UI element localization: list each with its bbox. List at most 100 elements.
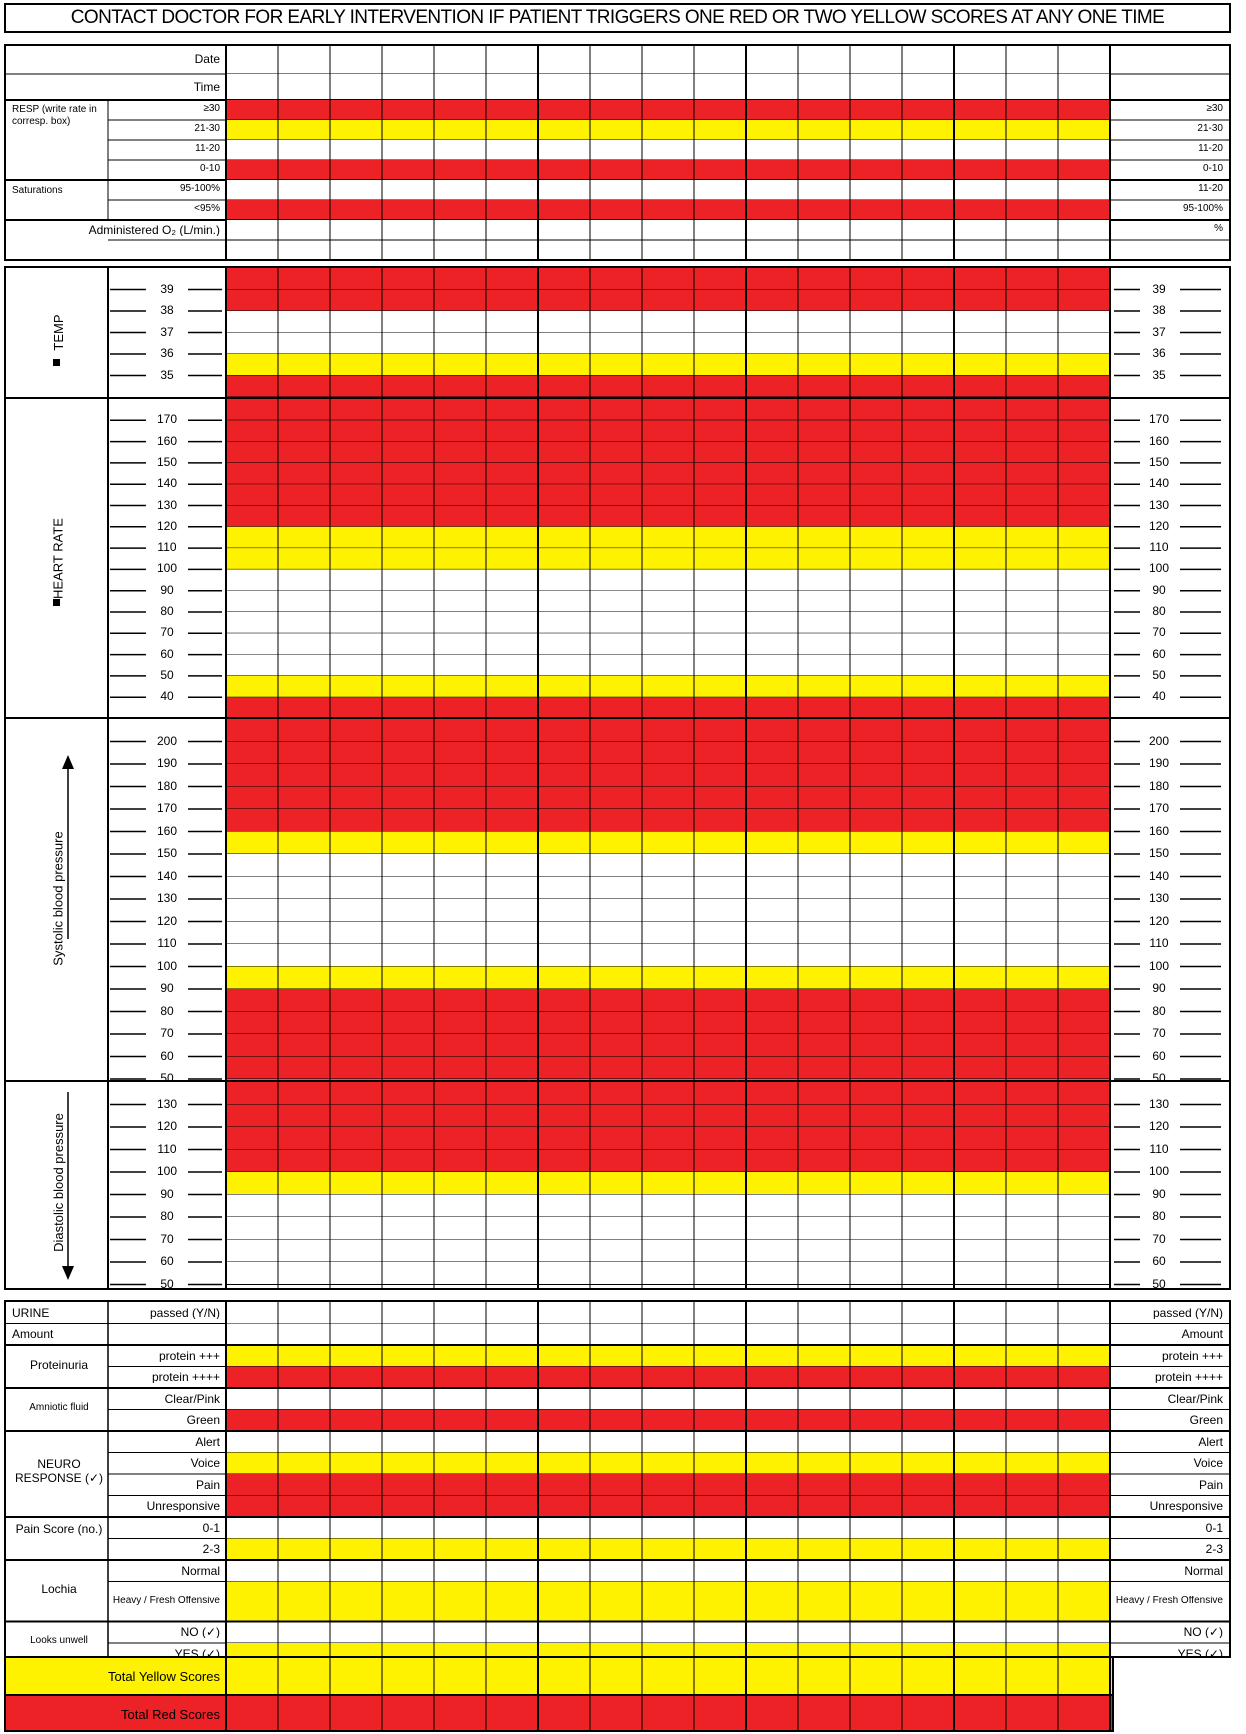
data-entry-cell[interactable]	[694, 311, 746, 333]
data-entry-cell[interactable]	[278, 1105, 330, 1128]
data-entry-cell[interactable]	[954, 1560, 1006, 1582]
data-entry-cell[interactable]	[798, 612, 850, 633]
data-entry-cell[interactable]	[1006, 1012, 1058, 1035]
data-entry-cell[interactable]	[382, 1367, 434, 1389]
data-entry-cell[interactable]	[642, 1643, 694, 1656]
data-entry-cell[interactable]	[538, 220, 590, 240]
data-entry-cell[interactable]	[330, 591, 382, 612]
data-entry-cell[interactable]	[850, 46, 902, 74]
data-entry-cell[interactable]	[902, 809, 954, 832]
data-entry-cell[interactable]	[746, 1302, 798, 1324]
data-entry-cell[interactable]	[850, 989, 902, 1012]
data-entry-cell[interactable]	[902, 1539, 954, 1561]
data-entry-cell[interactable]	[538, 1496, 590, 1518]
data-entry-cell[interactable]	[434, 548, 486, 569]
data-entry-cell[interactable]	[226, 764, 278, 787]
data-entry-cell[interactable]	[486, 442, 538, 463]
data-entry-cell[interactable]	[434, 1517, 486, 1539]
data-entry-cell[interactable]	[694, 1560, 746, 1582]
data-entry-cell[interactable]	[1058, 1034, 1110, 1057]
data-entry-cell[interactable]	[486, 527, 538, 548]
data-entry-cell[interactable]	[434, 160, 486, 180]
data-entry-cell[interactable]	[226, 46, 278, 74]
data-entry-cell[interactable]	[954, 809, 1006, 832]
data-entry-cell[interactable]	[434, 1240, 486, 1263]
data-entry-cell[interactable]	[1058, 46, 1110, 74]
data-entry-cell[interactable]	[642, 484, 694, 505]
data-entry-cell[interactable]	[954, 854, 1006, 877]
data-entry-cell[interactable]	[434, 200, 486, 220]
data-entry-cell[interactable]	[330, 1057, 382, 1080]
data-entry-cell[interactable]	[850, 100, 902, 120]
data-entry-cell[interactable]	[278, 46, 330, 74]
data-entry-cell[interactable]	[538, 1057, 590, 1080]
data-entry-cell[interactable]	[538, 1217, 590, 1240]
data-entry-cell[interactable]	[590, 1496, 642, 1518]
data-entry-cell[interactable]	[226, 1622, 278, 1644]
data-entry-cell[interactable]	[954, 140, 1006, 160]
data-entry-cell[interactable]	[590, 719, 642, 742]
data-entry-cell[interactable]	[486, 1517, 538, 1539]
data-entry-cell[interactable]	[226, 1643, 278, 1656]
data-entry-cell[interactable]	[902, 967, 954, 990]
data-entry-cell[interactable]	[226, 1105, 278, 1128]
data-entry-cell[interactable]	[642, 1012, 694, 1035]
data-entry-cell[interactable]	[694, 854, 746, 877]
data-entry-cell[interactable]	[538, 1517, 590, 1539]
data-entry-cell[interactable]	[1006, 742, 1058, 765]
data-entry-cell[interactable]	[642, 899, 694, 922]
data-entry-cell[interactable]	[798, 633, 850, 654]
data-entry-cell[interactable]	[798, 46, 850, 74]
data-entry-cell[interactable]	[226, 832, 278, 855]
data-entry-cell[interactable]	[902, 612, 954, 633]
data-entry-cell[interactable]	[954, 100, 1006, 120]
data-entry-cell[interactable]	[902, 655, 954, 676]
data-entry-cell[interactable]	[746, 200, 798, 220]
data-entry-cell[interactable]	[1058, 832, 1110, 855]
data-entry-cell[interactable]	[278, 354, 330, 376]
data-entry-cell[interactable]	[1006, 854, 1058, 877]
data-entry-cell[interactable]	[226, 548, 278, 569]
data-entry-cell[interactable]	[798, 1302, 850, 1324]
data-entry-cell[interactable]	[694, 655, 746, 676]
data-entry-cell[interactable]	[486, 220, 538, 240]
data-entry-cell[interactable]	[382, 697, 434, 718]
data-entry-cell[interactable]	[1058, 719, 1110, 742]
data-entry-cell[interactable]	[954, 899, 1006, 922]
data-entry-cell[interactable]	[798, 463, 850, 484]
data-entry-cell[interactable]	[694, 420, 746, 441]
data-entry-cell[interactable]	[1058, 1453, 1110, 1475]
data-entry-cell[interactable]	[538, 160, 590, 180]
data-entry-cell[interactable]	[746, 180, 798, 200]
data-entry-cell[interactable]	[746, 1345, 798, 1367]
data-entry-cell[interactable]	[954, 591, 1006, 612]
data-entry-cell[interactable]	[330, 1082, 382, 1105]
data-entry-cell[interactable]	[538, 922, 590, 945]
data-entry-cell[interactable]	[1058, 1643, 1110, 1656]
data-entry-cell[interactable]	[954, 1172, 1006, 1195]
data-entry-cell[interactable]	[642, 1496, 694, 1518]
data-entry-cell[interactable]	[278, 899, 330, 922]
data-entry-cell[interactable]	[330, 1324, 382, 1346]
data-entry-cell[interactable]	[850, 899, 902, 922]
data-entry-cell[interactable]	[538, 463, 590, 484]
data-entry-cell[interactable]	[226, 399, 278, 420]
data-entry-cell[interactable]	[850, 612, 902, 633]
data-entry-cell[interactable]	[642, 1105, 694, 1128]
data-entry-cell[interactable]	[850, 74, 902, 100]
data-entry-cell[interactable]	[434, 787, 486, 810]
data-entry-cell[interactable]	[538, 1431, 590, 1453]
data-entry-cell[interactable]	[1006, 1496, 1058, 1518]
data-entry-cell[interactable]	[330, 46, 382, 74]
data-entry-cell[interactable]	[538, 944, 590, 967]
data-entry-cell[interactable]	[382, 612, 434, 633]
data-entry-cell[interactable]	[694, 1367, 746, 1389]
data-entry-cell[interactable]	[1058, 1217, 1110, 1240]
data-entry-cell[interactable]	[538, 268, 590, 290]
data-entry-cell[interactable]	[382, 832, 434, 855]
data-entry-cell[interactable]	[694, 633, 746, 654]
data-entry-cell[interactable]	[382, 200, 434, 220]
data-entry-cell[interactable]	[226, 180, 278, 200]
data-entry-cell[interactable]	[850, 484, 902, 505]
data-entry-cell[interactable]	[278, 506, 330, 527]
